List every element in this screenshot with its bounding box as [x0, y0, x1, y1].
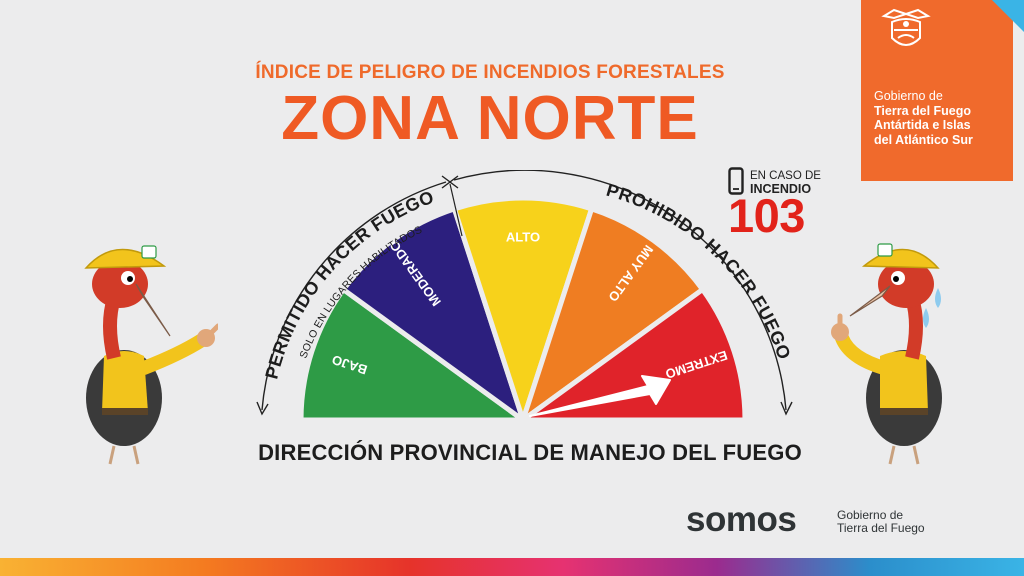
mascot-beak	[849, 285, 891, 317]
government-line-4: del Atlántico Sur	[874, 132, 973, 147]
divider-line	[449, 183, 463, 237]
right-arc-line	[453, 170, 787, 411]
government-line-1: Gobierno de	[874, 89, 943, 103]
gauge-sector-bajo	[298, 286, 531, 423]
gauge-sector-extremo	[515, 286, 748, 423]
mascot-left	[84, 245, 218, 465]
mascot-arm	[137, 333, 209, 375]
somos-logo: somos	[686, 500, 797, 539]
government-name: Gobierno de Tierra del Fuego Antártida e…	[874, 89, 1009, 147]
subtitle: ÍNDICE DE PELIGRO DE INCENDIOS FORESTALE…	[255, 62, 725, 83]
mascot-head	[878, 260, 934, 308]
mascot-head	[92, 260, 148, 308]
coat-of-arms-icon	[881, 8, 931, 46]
emergency-caption: EN CASO DE INCENDIO	[750, 170, 821, 196]
gauge-sectors	[298, 195, 748, 429]
gauge-sector-alto	[451, 195, 595, 429]
tear-drop-icon	[935, 288, 941, 308]
gauge-hub	[516, 413, 530, 427]
mascot-belt	[102, 408, 148, 415]
phone-icon	[728, 167, 744, 195]
emergency-caption-top: EN CASO DE	[750, 170, 821, 182]
mascot-beak	[135, 283, 171, 337]
footer-title: DIRECCIÓN PROVINCIAL DE MANEJO DEL FUEGO	[258, 440, 802, 465]
mascot-right	[831, 243, 942, 465]
government-panel	[861, 0, 1013, 181]
mascot-hand	[831, 323, 849, 341]
divider-marker-icon	[441, 175, 459, 189]
gauge-sector-muy-alto	[518, 205, 707, 427]
page-title: ZONA NORTE	[281, 84, 699, 153]
somos-sub-line-2: Tierra del Fuego	[837, 521, 925, 535]
helmet-icon	[84, 248, 167, 269]
government-line-3: Antártida e Islas	[874, 118, 971, 132]
mascot-belt	[880, 408, 928, 415]
mascot-vest	[880, 351, 928, 412]
somos-sub-line-1: Gobierno de	[837, 508, 904, 522]
emergency-number: 103	[728, 189, 805, 242]
tear-drop-icon	[923, 308, 929, 328]
corner-fold-icon	[992, 0, 1024, 32]
mascot-arm	[835, 331, 891, 375]
right-arrow-icon	[780, 401, 793, 416]
emergency-caption-bottom: INCENDIO	[750, 182, 812, 196]
left-arc-line	[261, 181, 447, 411]
gauge-label-alto: ALTO	[506, 229, 540, 244]
gauge-pointer-arrow	[529, 375, 671, 417]
government-line-2: Tierra del Fuego	[874, 103, 972, 118]
helmet-icon	[861, 248, 940, 269]
somos-subtext: Gobierno de Tierra del Fuego	[837, 509, 925, 535]
gauge-sector-moderado	[339, 205, 528, 427]
mascot-vest	[102, 351, 148, 412]
left-arrow-icon	[256, 401, 269, 416]
rainbow-bar	[0, 558, 1024, 576]
